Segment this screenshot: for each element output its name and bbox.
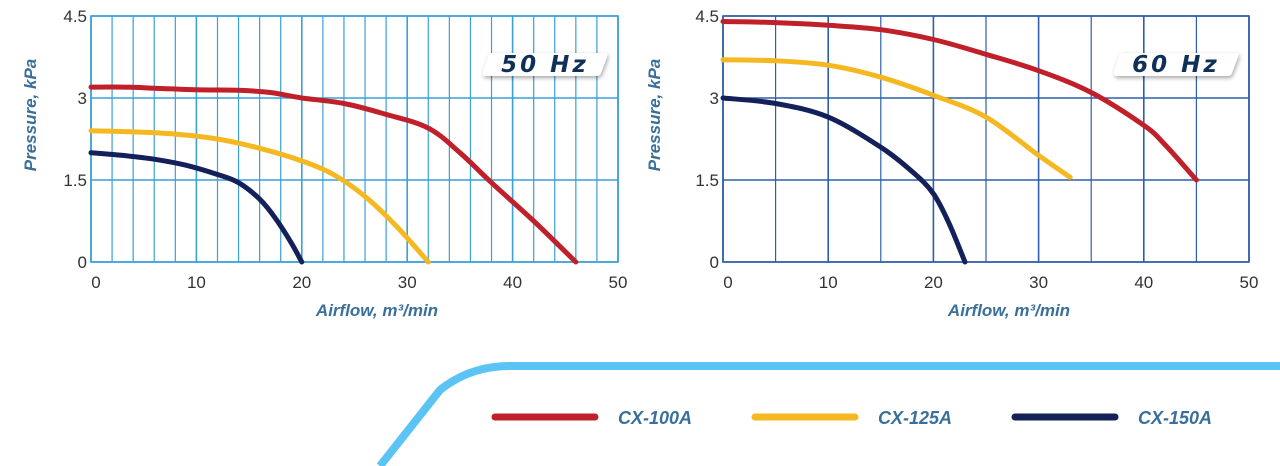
chart-60hz-grid (722, 15, 1250, 263)
series-line-cx-125a (88, 128, 431, 265)
x-tick-label: 0 (91, 273, 100, 292)
x-tick-label: 40 (503, 273, 522, 292)
x-tick-label: 20 (924, 273, 943, 292)
badge-shape (1113, 53, 1239, 76)
series-line-cx-150a (88, 150, 305, 265)
chart-60hz-badge (1113, 53, 1239, 76)
series-line-cx-100a (720, 19, 1199, 183)
chart-50hz: 0 10 20 30 40 50 0 1.5 3 4.5 50 Hz Airflow, m³/mi… (21, 7, 627, 320)
y-tick-label: 0 (710, 253, 719, 272)
x-tick-label: 10 (187, 273, 206, 292)
chart-50hz-badge-label: 50 Hz (501, 52, 589, 78)
x-tick-label: 10 (819, 273, 838, 292)
chart-60hz: 0 10 20 30 40 50 0 1.5 3 4.5 60 Hz Airflow, m³/mi… (645, 7, 1258, 320)
y-tick-label: 3 (710, 89, 719, 108)
series-line-cx-150a (720, 95, 968, 265)
series-line-cx-100a (88, 84, 579, 265)
legend-label-cx-100a: CX-100A (618, 408, 692, 428)
chart-60hz-ylabel: Pressure, kPa (645, 59, 664, 171)
badge-shape (482, 53, 608, 76)
chart-50hz-badge (482, 53, 608, 76)
chart-50hz-grid (90, 15, 619, 263)
legend-label-cx-125a: CX-125A (878, 408, 952, 428)
chart-60hz-series (720, 19, 1199, 265)
y-tick-label: 4.5 (695, 7, 719, 26)
x-tick-label: 0 (723, 273, 732, 292)
x-tick-label: 30 (1029, 273, 1048, 292)
chart-50hz-series (88, 84, 579, 265)
chart-60hz-ticks: 0 10 20 30 40 50 0 1.5 3 4.5 (695, 7, 1258, 292)
x-tick-label: 20 (292, 273, 311, 292)
y-tick-label: 1.5 (695, 171, 719, 190)
y-tick-label: 3 (78, 89, 87, 108)
y-tick-label: 0 (78, 253, 87, 272)
chart-50hz-ticks: 0 10 20 30 40 50 0 1.5 3 4.5 (63, 7, 627, 292)
y-tick-label: 1.5 (63, 171, 87, 190)
legend: CX-100A CX-125A CX-150A (491, 408, 1212, 428)
chart-60hz-xlabel: Airflow, m³/min (947, 301, 1070, 320)
series-line-cx-125a (720, 57, 1073, 180)
plot-frame (722, 15, 1250, 263)
chart-60hz-badge-label: 60 Hz (1132, 52, 1220, 78)
legend-item-cx-150a: CX-150A (1011, 408, 1212, 428)
y-tick-label: 4.5 (63, 7, 87, 26)
legend-item-cx-100a: CX-100A (491, 408, 692, 428)
chart-50hz-xlabel: Airflow, m³/min (315, 301, 438, 320)
x-tick-label: 30 (398, 273, 417, 292)
x-tick-label: 40 (1134, 273, 1153, 292)
x-tick-label: 50 (1240, 273, 1259, 292)
chart-50hz-ylabel: Pressure, kPa (21, 59, 40, 171)
legend-item-cx-125a: CX-125A (751, 408, 952, 428)
x-tick-label: 50 (609, 273, 628, 292)
decorative-band (376, 362, 1280, 466)
plot-frame (90, 15, 619, 263)
legend-label-cx-150a: CX-150A (1138, 408, 1212, 428)
